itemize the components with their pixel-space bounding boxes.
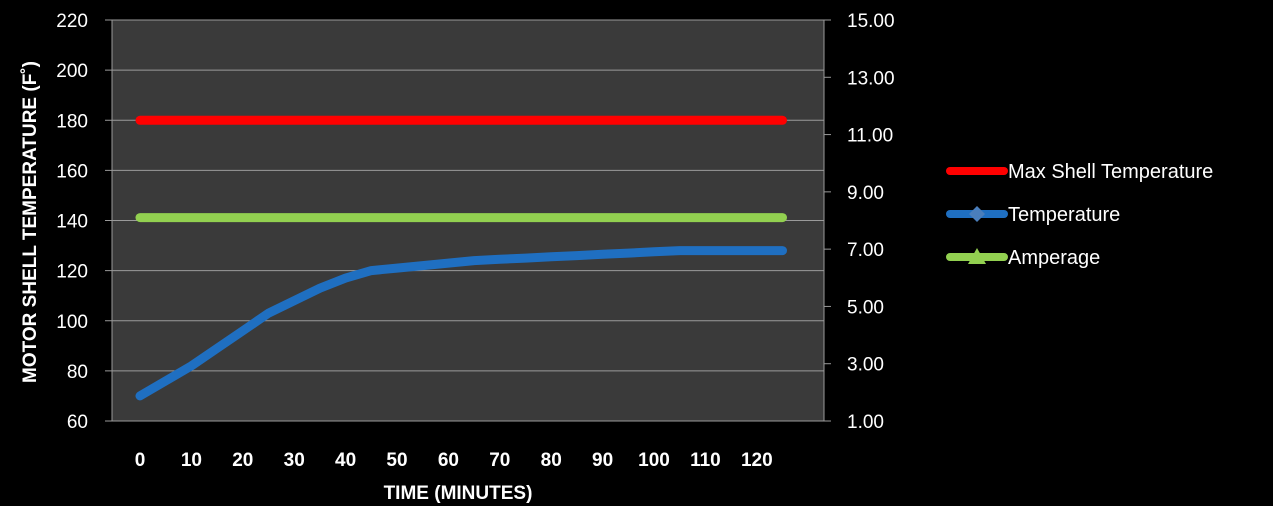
legend-temperature-label: Temperature xyxy=(1008,204,1120,226)
x-axis-ticks: 0 10 20 30 40 50 60 70 80 90 100 110 120 xyxy=(135,450,773,471)
x-tick-label: 110 xyxy=(690,450,721,471)
right-tick-label: 13.00 xyxy=(847,68,895,89)
x-tick-label: 120 xyxy=(741,450,773,471)
left-tick-label: 120 xyxy=(56,262,88,283)
legend-amperage-label: Amperage xyxy=(1008,247,1100,269)
right-tick-label: 1.00 xyxy=(847,412,884,433)
x-tick-label: 0 xyxy=(135,450,146,471)
legend: Max Shell Temperature Temperature Amperage xyxy=(950,161,1213,269)
x-axis-title: TIME (MINUTES) xyxy=(384,483,533,504)
right-tick-label: 7.00 xyxy=(847,240,884,261)
left-tick-label: 100 xyxy=(56,312,88,333)
x-tick-label: 100 xyxy=(638,450,670,471)
x-tick-label: 90 xyxy=(592,450,613,471)
x-tick-label: 80 xyxy=(541,450,562,471)
x-tick-label: 70 xyxy=(489,450,510,471)
y-axis-title: MOTOR SHELL TEMPERATURE (F˚) xyxy=(20,61,41,383)
left-tick-label: 60 xyxy=(67,412,88,433)
left-axis-ticks: 60 80 100 120 140 160 180 200 220 xyxy=(56,11,112,433)
diamond-marker-icon xyxy=(969,206,985,222)
left-tick-label: 180 xyxy=(56,111,88,132)
left-tick-label: 80 xyxy=(67,362,88,383)
right-tick-label: 9.00 xyxy=(847,183,884,204)
left-tick-label: 140 xyxy=(56,212,88,233)
right-tick-label: 15.00 xyxy=(847,11,895,32)
x-tick-label: 10 xyxy=(181,450,202,471)
x-tick-label: 20 xyxy=(232,450,253,471)
x-tick-label: 50 xyxy=(386,450,407,471)
legend-max-shell-temperature-label: Max Shell Temperature xyxy=(1008,161,1213,183)
right-tick-label: 5.00 xyxy=(847,297,884,318)
left-tick-label: 200 xyxy=(56,61,88,82)
x-tick-label: 40 xyxy=(335,450,356,471)
right-axis-ticks: 1.00 3.00 5.00 7.00 9.00 11.00 13.00 15.00 xyxy=(824,11,895,433)
left-tick-label: 160 xyxy=(56,161,88,182)
x-tick-label: 30 xyxy=(284,450,305,471)
right-tick-label: 3.00 xyxy=(847,355,884,376)
left-tick-label: 220 xyxy=(56,11,88,32)
right-tick-label: 11.00 xyxy=(847,126,893,147)
x-tick-label: 60 xyxy=(438,450,459,471)
